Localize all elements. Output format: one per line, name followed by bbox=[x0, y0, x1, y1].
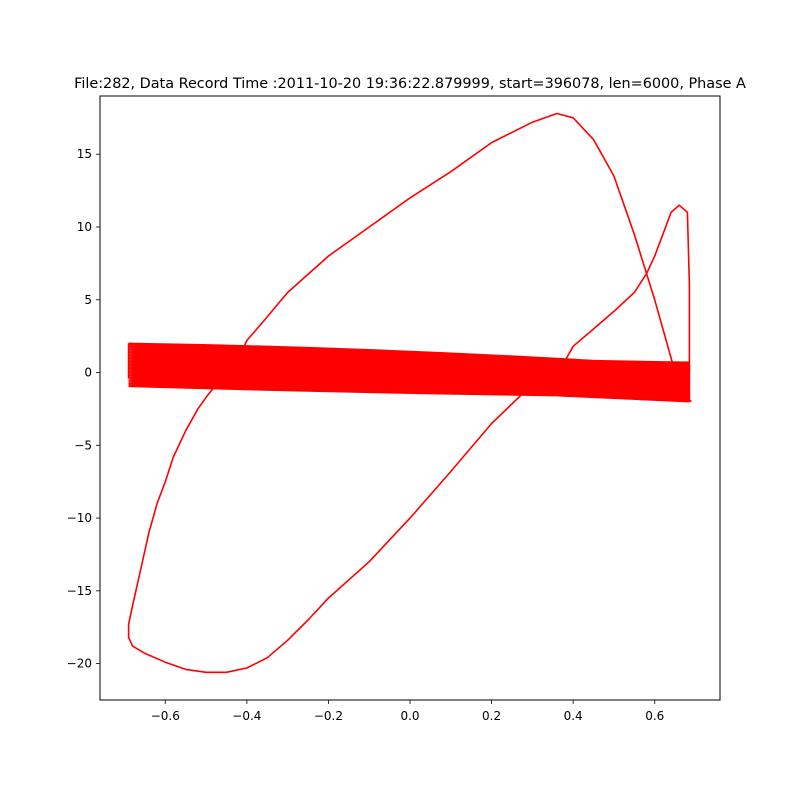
chart-title: File:282, Data Record Time :2011-10-20 1… bbox=[74, 76, 746, 92]
y-tick-label: 10 bbox=[77, 220, 92, 234]
y-tick-label: −5 bbox=[74, 438, 92, 452]
x-tick-label: −0.2 bbox=[314, 709, 343, 723]
x-tick-label: 0.2 bbox=[482, 709, 501, 723]
y-tick-label: −20 bbox=[67, 657, 92, 671]
x-tick-label: 0.4 bbox=[564, 709, 583, 723]
x-axis: −0.6 −0.4 −0.2 0.0 0.2 0.4 0.6 bbox=[151, 700, 664, 723]
hysteresis-loop bbox=[127, 112, 692, 674]
x-tick-label: −0.4 bbox=[232, 709, 261, 723]
y-tick-label: −15 bbox=[67, 584, 92, 598]
y-tick-label: 15 bbox=[77, 147, 92, 161]
y-tick-label: −10 bbox=[67, 511, 92, 525]
y-axis: −20 −15 −10 −5 0 5 10 15 bbox=[67, 147, 100, 671]
band-traces bbox=[128, 342, 690, 403]
y-tick-label: 0 bbox=[84, 366, 92, 380]
series-line bbox=[127, 112, 692, 674]
y-tick-label: 5 bbox=[84, 293, 92, 307]
plot-area bbox=[127, 112, 692, 674]
x-tick-label: −0.6 bbox=[151, 709, 180, 723]
x-tick-label: 0.0 bbox=[400, 709, 419, 723]
x-tick-label: 0.6 bbox=[645, 709, 664, 723]
oscillation-band bbox=[127, 342, 691, 403]
